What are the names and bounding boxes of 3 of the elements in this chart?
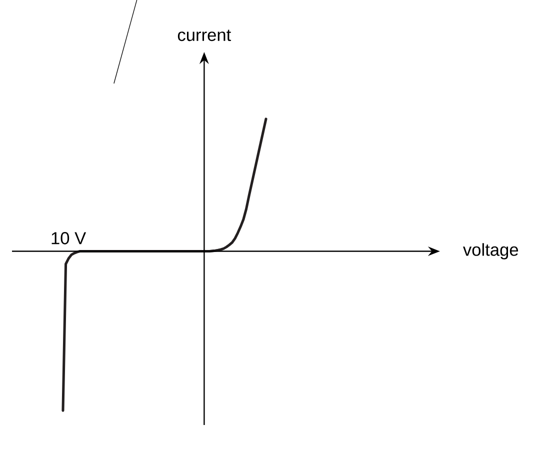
y-axis-title: current [178, 30, 232, 42]
annotation: 10 V [52, 232, 86, 244]
text: voltage [463, 243, 518, 260]
